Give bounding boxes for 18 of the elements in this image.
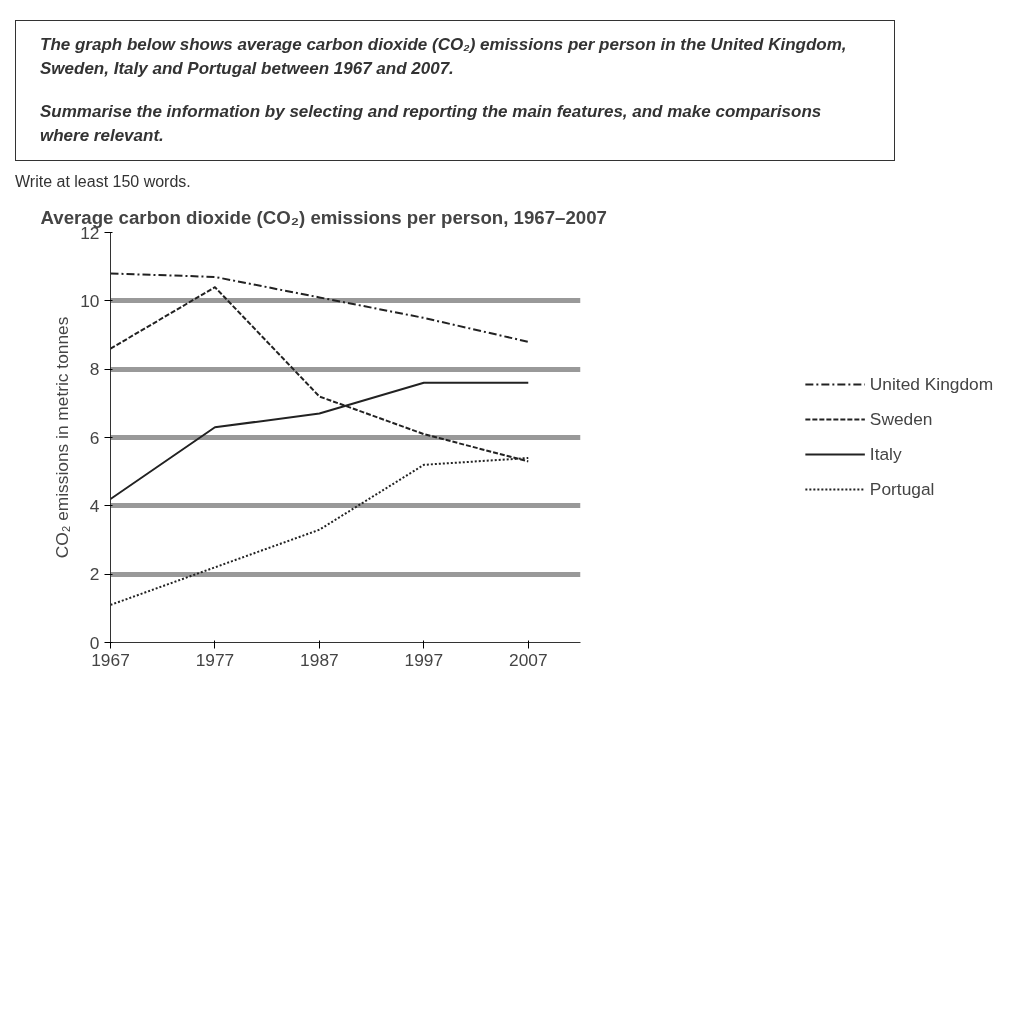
y-tick-label: 4 — [89, 495, 100, 516]
text: The graph below shows average carbon dioxide (CO₂) emissions per person in the United Kingdom, Sweden, Italy and Portugal between 1967 and 2007. — [40, 34, 848, 81]
text: Write at least 150 words. — [15, 172, 191, 193]
x-tick-label: 1987 — [300, 649, 339, 670]
y-tick-label: 2 — [89, 564, 100, 585]
y-tick-label: 10 — [80, 290, 100, 311]
text: Summarise the information by selecting and reporting the main features, and make comparisons where relevant. — [40, 100, 823, 147]
x-tick-label: 1997 — [404, 649, 444, 670]
y-axis-title: CO₂ emissions in metric tonnes — [52, 316, 73, 559]
legend-label: Portugal — [869, 478, 935, 500]
y-tick-label: 6 — [89, 427, 100, 448]
x-tick-label: 2007 — [509, 649, 548, 670]
legend-label: Italy — [869, 443, 902, 465]
x-tick-label: 1977 — [195, 649, 235, 670]
legend-label: United Kingdom — [869, 373, 994, 395]
line-series — [110, 272, 530, 343]
y-tick-label: 8 — [89, 359, 100, 380]
legend-label: Sweden — [869, 408, 933, 430]
